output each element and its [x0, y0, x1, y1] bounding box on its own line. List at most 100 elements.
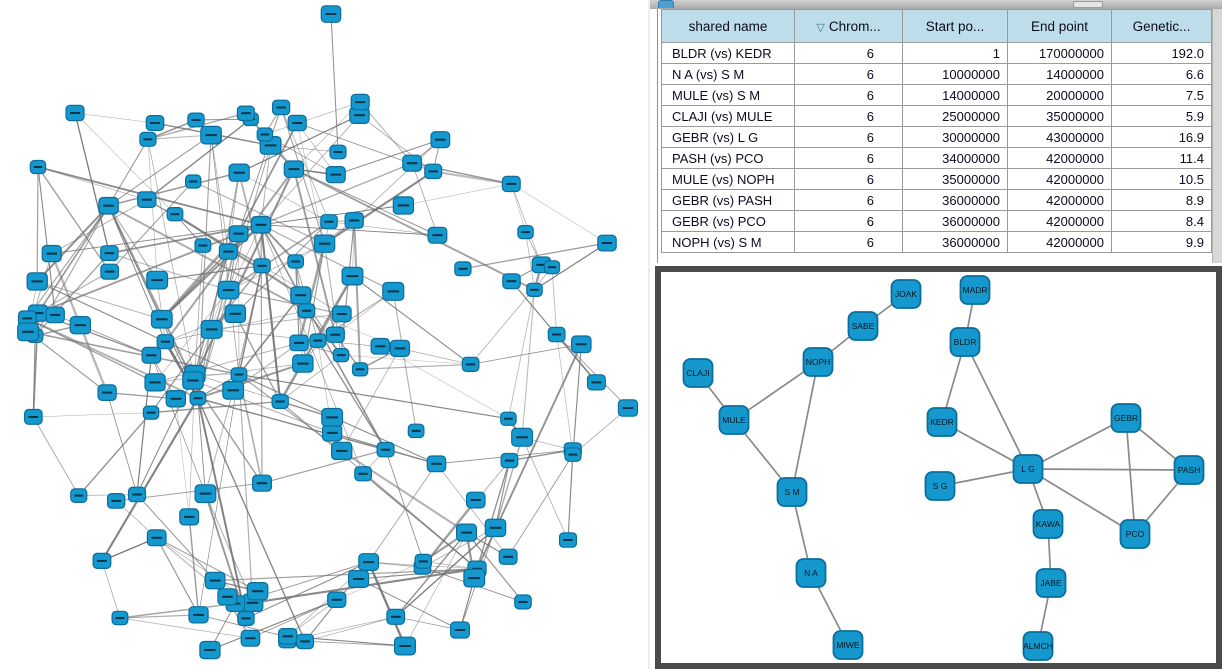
- node-shape[interactable]: [949, 327, 981, 357]
- table-cell[interactable]: 10000000: [902, 63, 1008, 85]
- overview-network-edge[interactable]: [436, 463, 509, 558]
- overview-network-edge[interactable]: [107, 205, 194, 381]
- overview-network-node[interactable]: [65, 104, 85, 122]
- detail-network-edge[interactable]: [1027, 468, 1136, 535]
- overview-network-node[interactable]: [69, 316, 91, 335]
- overview-network-edge[interactable]: [136, 494, 216, 581]
- detail-network-node[interactable]: L G: [1012, 454, 1044, 484]
- node-shape[interactable]: [802, 347, 834, 377]
- overview-network-node[interactable]: [313, 234, 336, 253]
- overview-network-edge[interactable]: [296, 122, 337, 175]
- node-shape[interactable]: [959, 275, 991, 305]
- overview-network-edge[interactable]: [228, 243, 325, 291]
- table-cell[interactable]: 30000000: [902, 126, 1008, 148]
- node-shape[interactable]: [718, 405, 750, 435]
- node-shape[interactable]: [1173, 455, 1205, 485]
- overview-network-edge[interactable]: [32, 335, 36, 418]
- overview-network-edge[interactable]: [238, 374, 254, 603]
- overview-network-node[interactable]: [179, 508, 200, 526]
- overview-network-edge[interactable]: [119, 617, 251, 639]
- overview-network-node[interactable]: [41, 244, 62, 263]
- overview-network-edge[interactable]: [341, 348, 401, 452]
- overview-network-node[interactable]: [309, 333, 327, 348]
- overview-network-node[interactable]: [514, 594, 532, 610]
- overview-network-edge[interactable]: [511, 183, 608, 244]
- overview-network-node[interactable]: [187, 112, 205, 128]
- overview-network-edge[interactable]: [525, 232, 535, 290]
- table-row[interactable]: N A (vs) S M 6 10000000 14000000 6.6: [661, 63, 1212, 85]
- overview-network-edge[interactable]: [494, 437, 523, 528]
- overview-network-node[interactable]: [456, 523, 478, 542]
- overview-network-node[interactable]: [142, 405, 160, 420]
- overview-network-edge[interactable]: [51, 224, 262, 255]
- overview-network-node[interactable]: [246, 581, 269, 601]
- overview-network-node[interactable]: [141, 346, 162, 364]
- overview-network-edge[interactable]: [36, 204, 110, 283]
- table-cell[interactable]: 35000000: [1007, 105, 1112, 127]
- overview-network-edge[interactable]: [572, 344, 582, 455]
- detail-network-node[interactable]: JOAK: [890, 279, 922, 309]
- overview-network-edge[interactable]: [146, 118, 252, 201]
- overview-network-node[interactable]: [354, 466, 372, 482]
- overview-network-edge[interactable]: [534, 242, 608, 291]
- overview-network-edge[interactable]: [26, 317, 199, 400]
- overview-network-edge[interactable]: [197, 362, 304, 400]
- column-header-2[interactable]: Start po...: [902, 9, 1008, 43]
- overview-network-node[interactable]: [290, 286, 312, 305]
- table-cell[interactable]: 6: [794, 189, 903, 211]
- overview-network-edge[interactable]: [260, 224, 282, 402]
- overview-network-edge[interactable]: [238, 172, 330, 222]
- node-shape[interactable]: [1119, 519, 1151, 549]
- detail-network-edge[interactable]: [1125, 417, 1136, 535]
- table-row[interactable]: MULE (vs) S M 6 14000000 20000000 7.5: [661, 84, 1212, 106]
- overview-network-node[interactable]: [204, 571, 226, 590]
- table-row[interactable]: GEBR (vs) PASH 6 36000000 42000000 8.9: [661, 189, 1212, 211]
- node-shape[interactable]: [1110, 403, 1142, 433]
- overview-network-node[interactable]: [332, 348, 350, 363]
- table-cell[interactable]: GEBR (vs) L G: [661, 126, 795, 148]
- table-cell[interactable]: 43000000: [1007, 126, 1112, 148]
- detail-network-node[interactable]: MULE: [718, 405, 750, 435]
- overview-network-node[interactable]: [386, 608, 406, 625]
- overview-network-edge[interactable]: [385, 449, 424, 562]
- node-shape[interactable]: [890, 279, 922, 309]
- table-cell[interactable]: 34000000: [902, 147, 1008, 169]
- overview-network-node[interactable]: [320, 214, 338, 230]
- table-cell[interactable]: N A (vs) S M: [661, 63, 795, 85]
- overview-network-node[interactable]: [139, 131, 157, 147]
- overview-network-node[interactable]: [348, 569, 370, 588]
- table-cell[interactable]: 36000000: [902, 210, 1008, 232]
- node-shape[interactable]: [1022, 631, 1054, 661]
- detail-network-node[interactable]: MADR: [959, 275, 991, 305]
- tab-corner[interactable]: [658, 0, 674, 8]
- overview-network-node[interactable]: [256, 127, 274, 142]
- table-cell[interactable]: CLAJI (vs) MULE: [661, 105, 795, 127]
- overview-network-node[interactable]: [217, 588, 238, 606]
- overview-network-edge[interactable]: [107, 391, 176, 400]
- table-cell[interactable]: 42000000: [1007, 147, 1112, 169]
- overview-network-edge[interactable]: [209, 599, 338, 651]
- overview-network-edge[interactable]: [80, 324, 152, 356]
- column-header-4[interactable]: Genetic...: [1111, 9, 1212, 43]
- table-row[interactable]: GEBR (vs) PCO 6 36000000 42000000 8.4: [661, 210, 1212, 232]
- overview-network-edge[interactable]: [260, 114, 360, 226]
- overview-network-node[interactable]: [331, 441, 353, 461]
- horizontal-scrollbar-thumb[interactable]: [1073, 1, 1103, 8]
- overview-network-edge[interactable]: [336, 561, 424, 601]
- overview-network-edge[interactable]: [411, 163, 438, 236]
- table-cell[interactable]: 6: [794, 231, 903, 253]
- overview-network-edge[interactable]: [245, 561, 369, 619]
- overview-network-edge[interactable]: [238, 172, 263, 267]
- overview-network-node[interactable]: [344, 212, 364, 229]
- overview-network-edge[interactable]: [108, 139, 149, 206]
- overview-network-edge[interactable]: [32, 416, 80, 496]
- node-shape[interactable]: [1035, 568, 1067, 598]
- overview-network-edge[interactable]: [238, 373, 509, 420]
- overview-network-edge[interactable]: [353, 220, 362, 370]
- detail-network-node[interactable]: SABE: [847, 311, 879, 341]
- overview-network-node[interactable]: [185, 174, 202, 189]
- overview-network-edge[interactable]: [51, 199, 147, 254]
- table-row[interactable]: PASH (vs) PCO 6 34000000 42000000 11.4: [661, 147, 1212, 169]
- overview-network-node[interactable]: [461, 356, 480, 372]
- overview-network-edge[interactable]: [567, 449, 574, 541]
